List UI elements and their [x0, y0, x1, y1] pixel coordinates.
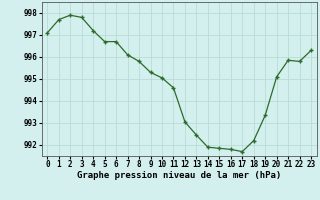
X-axis label: Graphe pression niveau de la mer (hPa): Graphe pression niveau de la mer (hPa) [77, 171, 281, 180]
